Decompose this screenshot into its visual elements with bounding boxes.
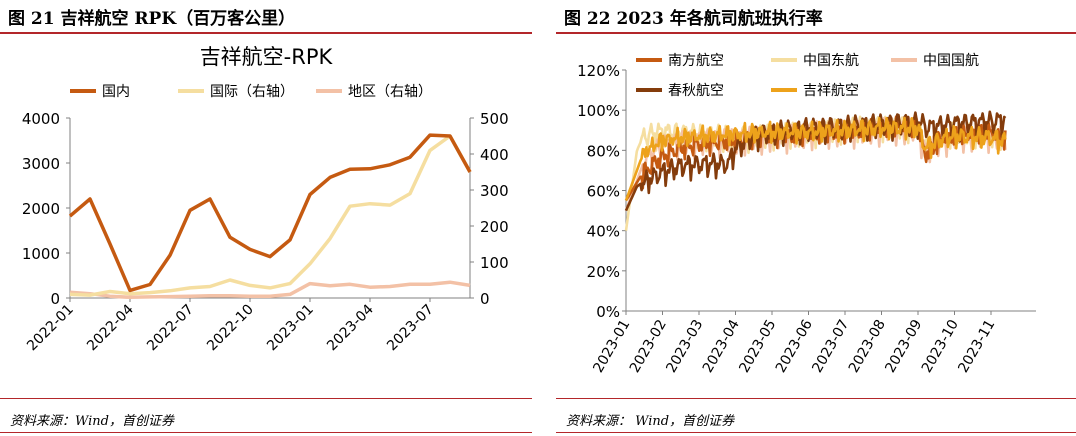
- legend-label-1: 国际（右轴）: [210, 84, 294, 100]
- left-y-tick-label: 4000: [22, 110, 60, 128]
- flight-execution-chart: 0%20%40%60%80%100%120%2023-012023-022023…: [577, 48, 1036, 376]
- y-tick-label: 60%: [587, 183, 620, 201]
- x-tick-label: 2022-04: [84, 301, 137, 354]
- left-source-rule-bottom: [0, 432, 532, 433]
- right-y-tick-label: 0: [480, 290, 490, 308]
- right-y-tick-label: 500: [480, 110, 509, 128]
- left-panel: 图 21 吉祥航空 RPK（百万客公里） 吉祥航空-RPK 国内 国际（右轴） 地区（…: [0, 0, 532, 436]
- y-tick-label: 80%: [587, 142, 620, 160]
- x-tick-label: 2023-04: [324, 301, 377, 354]
- right-figure-title: 图 22 2023 年各航司航班执行率: [564, 9, 823, 29]
- right-source-rule-bottom: [556, 432, 1076, 433]
- right-source: 资料来源： Wind，首创证券: [566, 414, 735, 429]
- right-title-rule: [556, 32, 1076, 34]
- chart-title: 吉祥航空-RPK: [200, 45, 334, 69]
- legend-label-2: 地区（右轴）: [348, 84, 432, 100]
- left-y-tick-label: 2000: [22, 200, 60, 218]
- series-line-4: [624, 116, 1007, 201]
- y-tick-label: 100%: [577, 102, 620, 120]
- y-tick-label: 120%: [577, 62, 620, 80]
- legend-label-0: 国内: [102, 84, 130, 100]
- right-y-tick-label: 400: [480, 146, 509, 164]
- legend-label-1: 中国东航: [803, 53, 859, 69]
- legend-background: [632, 48, 962, 106]
- x-tick-label: 2023-11: [955, 317, 998, 376]
- x-tick-label: 2023-07: [384, 302, 437, 355]
- legend-label-4: 吉祥航空: [803, 83, 859, 99]
- series-line-2: [69, 280, 471, 300]
- y-tick-label: 0%: [596, 303, 620, 321]
- left-source: 资料来源：Wind，首创证券: [10, 414, 174, 429]
- right-y-tick-label: 300: [480, 182, 509, 200]
- y-tick-label: 20%: [587, 263, 620, 281]
- legend-label-3: 春秋航空: [668, 83, 724, 99]
- x-tick-label: 2022-07: [144, 302, 197, 355]
- left-figure-title: 图 21 吉祥航空 RPK（百万客公里）: [8, 9, 296, 29]
- right-y-tick-label: 100: [480, 254, 509, 272]
- series-line-1: [69, 134, 472, 297]
- y-tick-label: 40%: [587, 223, 620, 241]
- series-line-0: [68, 133, 472, 293]
- legend-label-0: 南方航空: [668, 53, 724, 69]
- series-line-3: [624, 110, 1007, 212]
- left-source-rule-top: [0, 398, 532, 399]
- right-source-rule-top: [556, 398, 1076, 399]
- left-y-tick-label: 1000: [22, 245, 60, 263]
- left-title-rule: [0, 32, 532, 34]
- x-tick-label: 2022-01: [24, 302, 77, 355]
- rpk-chart: 吉祥航空-RPK 国内 国际（右轴） 地区（右轴） 0 1000 2000 3000 4000 0…: [22, 45, 509, 355]
- x-tick-label: 2022-10: [204, 302, 257, 355]
- left-y-tick-label: 0: [50, 290, 60, 308]
- right-panel: 图 22 2023 年各航司航班执行率 0% 20% 40% 60% 80% 100% 12…: [556, 0, 1076, 436]
- x-tick-label: 2023-01: [264, 302, 317, 355]
- legend-label-2: 中国国航: [923, 53, 979, 69]
- right-y-tick-label: 200: [480, 218, 509, 236]
- left-y-tick-label: 3000: [22, 155, 60, 173]
